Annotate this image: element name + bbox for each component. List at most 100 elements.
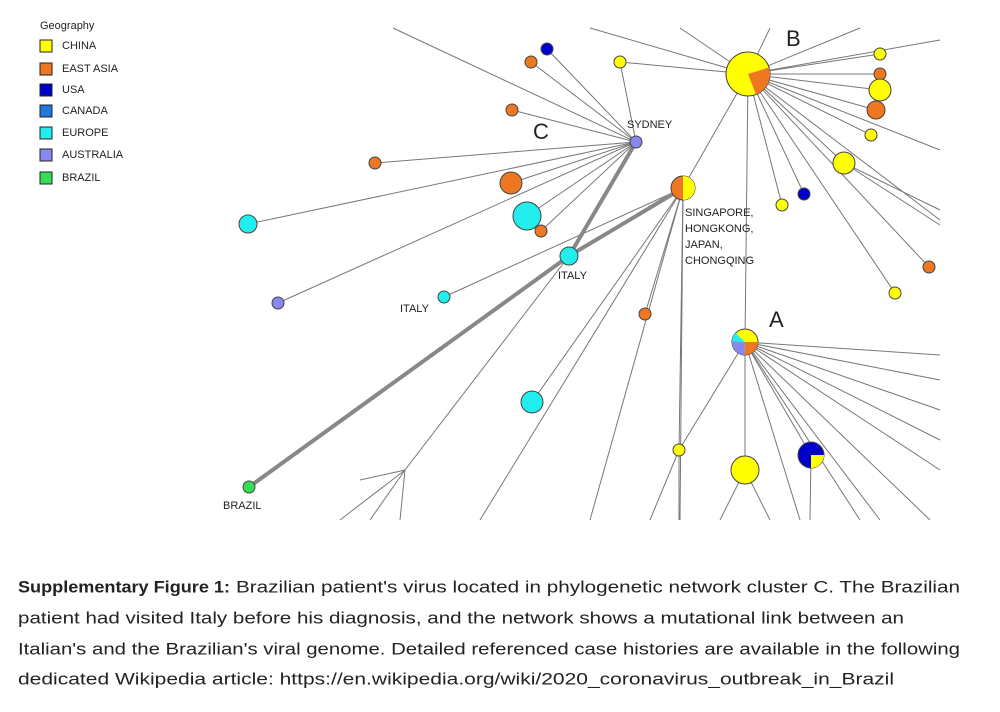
legend-swatch: [39, 104, 53, 118]
edge: [744, 341, 941, 381]
node: [559, 246, 579, 266]
edge: [567, 140, 638, 258]
edge: [747, 73, 941, 151]
legend-label: EUROPE: [62, 127, 108, 139]
edge: [277, 141, 637, 304]
edge: [589, 187, 684, 521]
node-label: ITALY: [400, 303, 430, 315]
node-label: JAPAN,: [685, 239, 723, 251]
legend-label: USA: [62, 84, 85, 96]
edge: [747, 39, 941, 75]
edge: [619, 61, 637, 143]
caption-line: Italian's and the Brazilian's viral geno…: [18, 639, 960, 658]
edge: [843, 162, 941, 211]
node: [832, 151, 856, 175]
node-label: SINGAPORE,: [685, 207, 753, 219]
caption-line: patient had visited Italy before his dia…: [18, 608, 904, 627]
node: [866, 100, 886, 120]
edge: [744, 341, 931, 521]
node: [873, 47, 887, 61]
edge: [392, 27, 637, 143]
edge: [359, 469, 406, 481]
node: [534, 224, 548, 238]
edge: [649, 449, 680, 521]
edge: [339, 469, 406, 521]
edge: [678, 341, 746, 451]
node-wedge: [744, 342, 758, 355]
edge: [747, 73, 872, 136]
edge: [744, 341, 941, 441]
node-label: SYDNEY: [627, 119, 673, 131]
legend-swatch: [39, 62, 53, 76]
edge: [744, 341, 812, 456]
edge: [369, 469, 406, 521]
caption-label: Supplementary Figure 1:: [18, 577, 230, 596]
node: [368, 156, 382, 170]
legend-swatch: [39, 39, 53, 53]
legend-swatch: [39, 126, 53, 140]
edge: [567, 186, 685, 258]
node-label: CHONGQING: [685, 255, 754, 267]
legend-label: BRAZIL: [62, 172, 101, 184]
node: [540, 42, 554, 56]
edge: [843, 162, 941, 226]
node-label: HONGKONG,: [685, 223, 753, 235]
node-label: A: [769, 307, 784, 332]
legend-swatch: [39, 83, 53, 97]
node: [797, 187, 811, 201]
edge: [399, 469, 406, 521]
legend-label: CANADA: [62, 105, 109, 117]
edge: [744, 341, 801, 521]
node-wedge: [811, 455, 824, 468]
edge: [443, 187, 684, 298]
node: [730, 455, 760, 485]
edge: [744, 341, 941, 411]
node: [505, 103, 519, 117]
node: [888, 286, 902, 300]
edge: [540, 141, 637, 232]
node-label: BRAZIL: [223, 500, 262, 512]
edge: [744, 341, 941, 471]
node: [873, 67, 887, 81]
node-label: C: [533, 119, 549, 144]
edge: [511, 109, 637, 143]
edge: [744, 73, 749, 343]
edge: [510, 141, 637, 184]
node: [775, 198, 789, 212]
edge: [530, 61, 637, 143]
node-wedge: [748, 67, 770, 95]
node: [242, 480, 256, 494]
node-wedge: [683, 176, 695, 200]
edge: [526, 141, 637, 217]
node-wedge: [732, 341, 745, 355]
edge: [247, 254, 571, 489]
edge: [679, 187, 684, 521]
node: [512, 201, 542, 231]
edge: [374, 141, 637, 164]
node-label: ITALY: [558, 270, 588, 282]
edge: [744, 341, 881, 521]
edge: [546, 48, 637, 143]
node: [864, 128, 878, 142]
node: [613, 55, 627, 69]
caption-line: Brazilian patient's virus located in phy…: [236, 577, 960, 596]
node: [922, 260, 936, 274]
edge: [747, 73, 941, 221]
node: [238, 214, 258, 234]
edge: [531, 187, 684, 403]
edge: [589, 27, 749, 75]
edge: [744, 341, 941, 356]
legend-swatch: [39, 148, 53, 162]
node-wedge: [732, 333, 745, 342]
node: [524, 55, 538, 69]
node-label: B: [786, 26, 801, 51]
edge: [747, 73, 896, 294]
edge: [479, 187, 684, 521]
caption-line: dedicated Wikipedia article: https://en.…: [18, 669, 894, 688]
legend-label: EAST ASIA: [62, 63, 119, 75]
node: [437, 290, 451, 304]
legend-swatch: [39, 171, 53, 185]
legend-label: AUSTRALIA: [62, 149, 124, 161]
legend-label: CHINA: [62, 40, 97, 52]
